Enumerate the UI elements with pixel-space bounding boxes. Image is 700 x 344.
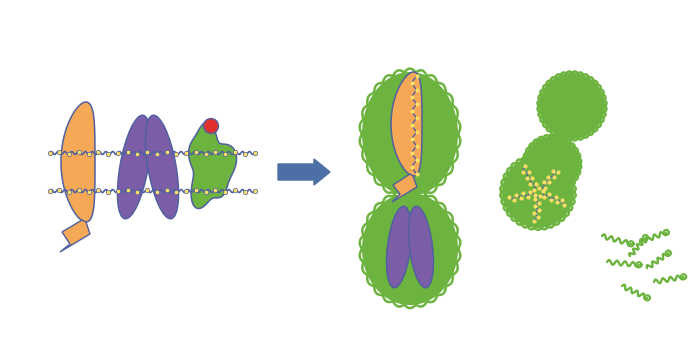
- Ellipse shape: [362, 193, 458, 305]
- Polygon shape: [60, 220, 90, 252]
- Polygon shape: [188, 122, 237, 208]
- Circle shape: [524, 136, 580, 192]
- FancyArrow shape: [278, 159, 330, 185]
- Ellipse shape: [146, 115, 178, 219]
- Ellipse shape: [118, 115, 150, 219]
- Ellipse shape: [362, 72, 458, 196]
- Circle shape: [539, 73, 605, 139]
- Circle shape: [204, 118, 218, 133]
- Ellipse shape: [386, 206, 412, 288]
- Polygon shape: [391, 72, 422, 176]
- Polygon shape: [392, 174, 417, 202]
- Polygon shape: [61, 102, 95, 222]
- Circle shape: [502, 156, 574, 228]
- Ellipse shape: [409, 206, 433, 288]
